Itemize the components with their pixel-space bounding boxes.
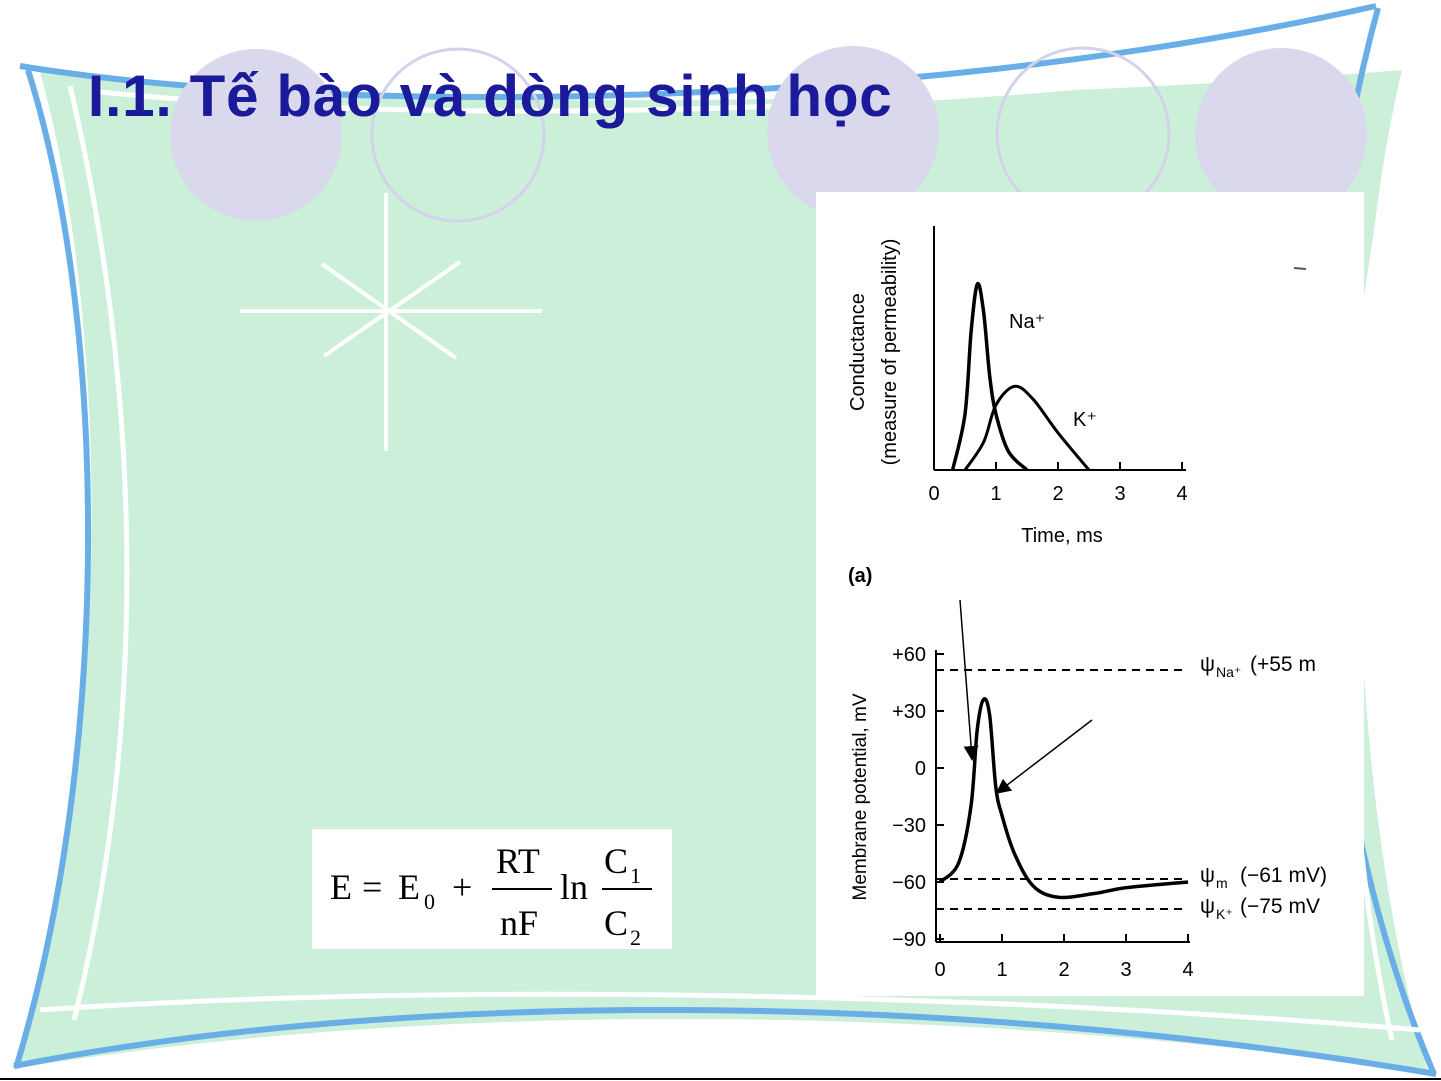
slide-title-shadow: I.1. Tế bào và dòng sinh học <box>88 64 893 129</box>
stray-mark <box>1293 267 1307 270</box>
panel-a-xlabel: Time, ms <box>1021 525 1102 547</box>
action-potential-figure: 0 1 2 3 4 Na⁺ K⁺ Time, ms Conductance (measu… <box>816 192 1364 996</box>
ref-k-symbol: ψ <box>1200 895 1215 918</box>
frame-curve-bottom-2 <box>39 991 1421 1033</box>
formula-c2: C <box>604 903 628 943</box>
na-series-label: Na⁺ <box>1009 311 1045 333</box>
panel-b: +60 +30 0 −30 −60 −90 0 1 2 3 4 Membrane potentia… <box>850 599 1327 981</box>
frame-curve-bottom <box>13 1007 1437 1077</box>
panel-a-x-tick-label: 3 <box>1114 483 1125 505</box>
formula-c1: C <box>604 841 628 881</box>
frame-curve-left-2 <box>67 85 130 1021</box>
deco-circle-2 <box>370 47 546 223</box>
panel-b-x-tick-label: 2 <box>1058 959 1069 981</box>
frame-curve-left <box>13 69 92 1069</box>
panel-b-y-tick-label: 0 <box>915 758 926 780</box>
action-potential-curve <box>938 697 1189 900</box>
deco-circle-3 <box>767 46 939 218</box>
panel-b-ylabel: Membrane potential, mV <box>850 693 871 900</box>
ref-na-symbol: ψ <box>1200 653 1215 676</box>
deco-circle-1 <box>170 49 342 221</box>
panel-b-y-tick-label: −90 <box>892 929 926 951</box>
panel-a-x-tick-label: 4 <box>1176 483 1187 505</box>
ref-m-symbol: ψ <box>1200 864 1215 887</box>
formula-ln: ln <box>560 867 588 907</box>
panel-b-x-tick-label: 3 <box>1120 959 1131 981</box>
panel-a-x-tick-label: 0 <box>928 483 939 505</box>
panel-a-label: (a) <box>848 565 872 587</box>
ref-k-sub: K⁺ <box>1216 906 1233 922</box>
star-decoration <box>240 193 542 451</box>
ref-na-value: (+55 m <box>1250 653 1316 676</box>
panel-a: 0 1 2 3 4 Na⁺ K⁺ Time, ms Conductance (measu… <box>847 226 1307 587</box>
panel-a-x-tick-label: 2 <box>1052 483 1063 505</box>
formula-e0: E <box>398 867 420 907</box>
panel-b-y-tick-label: +30 <box>892 701 926 723</box>
panel-b-x-tick-label: 1 <box>996 959 1007 981</box>
slide-title: I.1. Tế bào và dòng sinh học <box>88 64 893 129</box>
panel-b-y-tick-label: −60 <box>892 872 926 894</box>
na-conductance-curve <box>950 281 1029 472</box>
panel-b-y-tick-label: +60 <box>892 644 926 666</box>
k-conductance-curve <box>963 384 1091 471</box>
formula-c2-sub: 2 <box>630 925 641 949</box>
arrow-repolarization <box>995 719 1093 794</box>
formula-eq: = <box>362 867 382 907</box>
formula-plus: + <box>452 867 472 907</box>
k-series-label: K⁺ <box>1073 409 1097 431</box>
formula-denominator: nF <box>500 903 538 943</box>
deco-circle-5 <box>1195 48 1367 220</box>
ref-m-sub: m <box>1216 875 1228 891</box>
formula-lhs: E <box>330 867 352 907</box>
panel-b-x-tick-label: 4 <box>1182 959 1193 981</box>
arrow-depolarization <box>959 599 979 761</box>
panel-a-ylabel-2: (measure of permeability) <box>879 239 901 466</box>
panel-b-y-tick-label: −30 <box>892 815 926 837</box>
panel-a-ylabel-1: Conductance <box>847 293 869 411</box>
formula-c1-sub: 1 <box>630 863 641 888</box>
panel-b-x-tick-label: 0 <box>934 959 945 981</box>
formula-numerator: RT <box>496 841 540 881</box>
panel-a-x-tick-label: 1 <box>990 483 1001 505</box>
ref-na-sub: Na⁺ <box>1216 664 1241 680</box>
ref-k-value: (−75 mV <box>1240 895 1320 918</box>
formula-e0-sub: 0 <box>424 889 435 914</box>
nernst-formula: E = E 0 + RT nF ln C 1 C 2 <box>312 829 672 950</box>
ref-m-value: (−61 mV) <box>1240 864 1327 887</box>
frame-curve-top <box>19 3 1377 101</box>
figure-svg: 0 1 2 3 4 Na⁺ K⁺ Time, ms Conductance (measu… <box>847 226 1327 981</box>
